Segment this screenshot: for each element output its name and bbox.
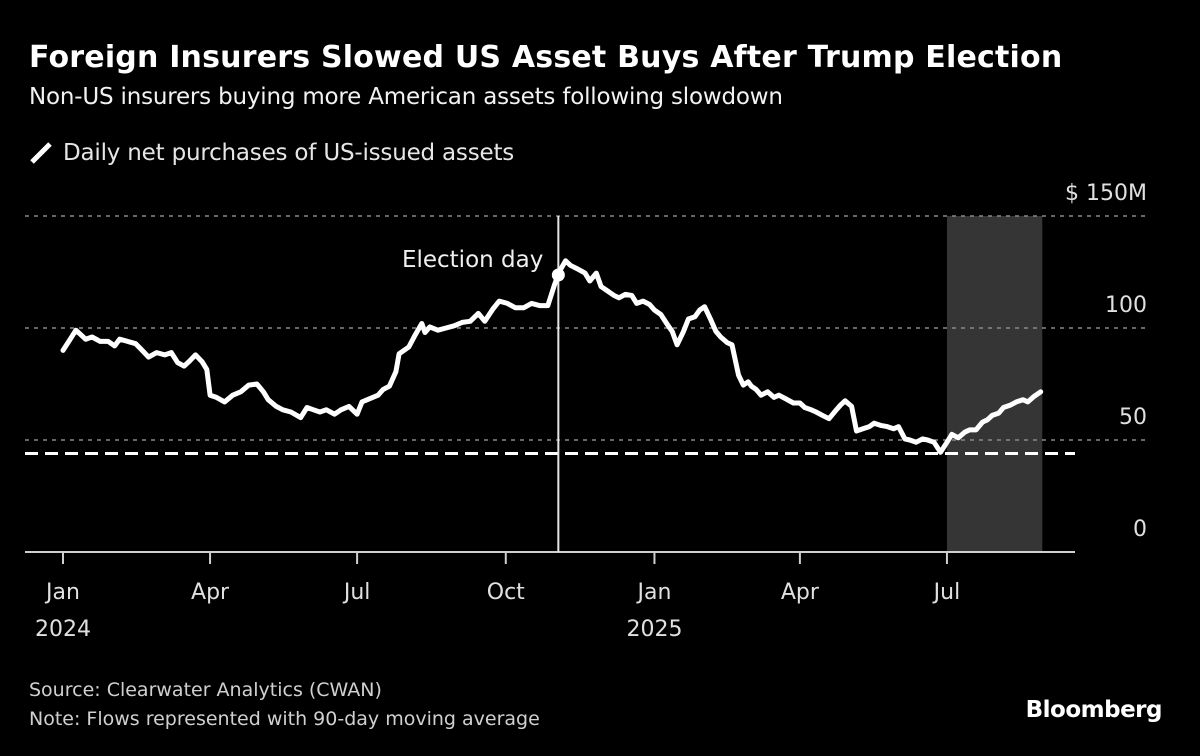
x-tick-label: Jan bbox=[635, 580, 671, 605]
x-tick-label: Jul bbox=[342, 580, 371, 605]
x-tick-label: Apr bbox=[781, 580, 820, 605]
x-tick-label: Jul bbox=[932, 580, 961, 605]
y-tick-label: 100 bbox=[1105, 293, 1147, 318]
note-text: Note: Flows represented with 90-day movi… bbox=[29, 708, 540, 730]
election-day-label: Election day bbox=[402, 247, 543, 273]
bloomberg-logo: Bloomberg bbox=[1025, 697, 1163, 723]
x-tick-label: Oct bbox=[487, 580, 525, 605]
source-text: Source: Clearwater Analytics (CWAN) bbox=[29, 679, 382, 701]
shaded-region bbox=[946, 216, 1043, 552]
x-tick-label: Jan bbox=[44, 580, 80, 605]
y-tick-label: $ 150M bbox=[1065, 181, 1147, 206]
y-tick-label: 50 bbox=[1119, 405, 1147, 430]
footer-notes: Source: Clearwater Analytics (CWAN) Note… bbox=[29, 676, 540, 734]
legend-label: Daily net purchases of US-issued assets bbox=[63, 140, 515, 166]
election-day-marker bbox=[551, 268, 565, 282]
chart-subtitle: Non-US insurers buying more American ass… bbox=[29, 84, 783, 110]
line-swatch-icon bbox=[30, 142, 52, 164]
y-tick-label: 0 bbox=[1133, 517, 1147, 542]
x-tick-year-label: 2024 bbox=[35, 617, 91, 642]
legend: Daily net purchases of US-issued assets bbox=[29, 138, 514, 168]
x-tick-label: Apr bbox=[191, 580, 230, 605]
series-line bbox=[60, 258, 1044, 455]
chart-title: Foreign Insurers Slowed US Asset Buys Af… bbox=[29, 40, 1063, 75]
x-tick-year-label: 2025 bbox=[626, 617, 682, 642]
